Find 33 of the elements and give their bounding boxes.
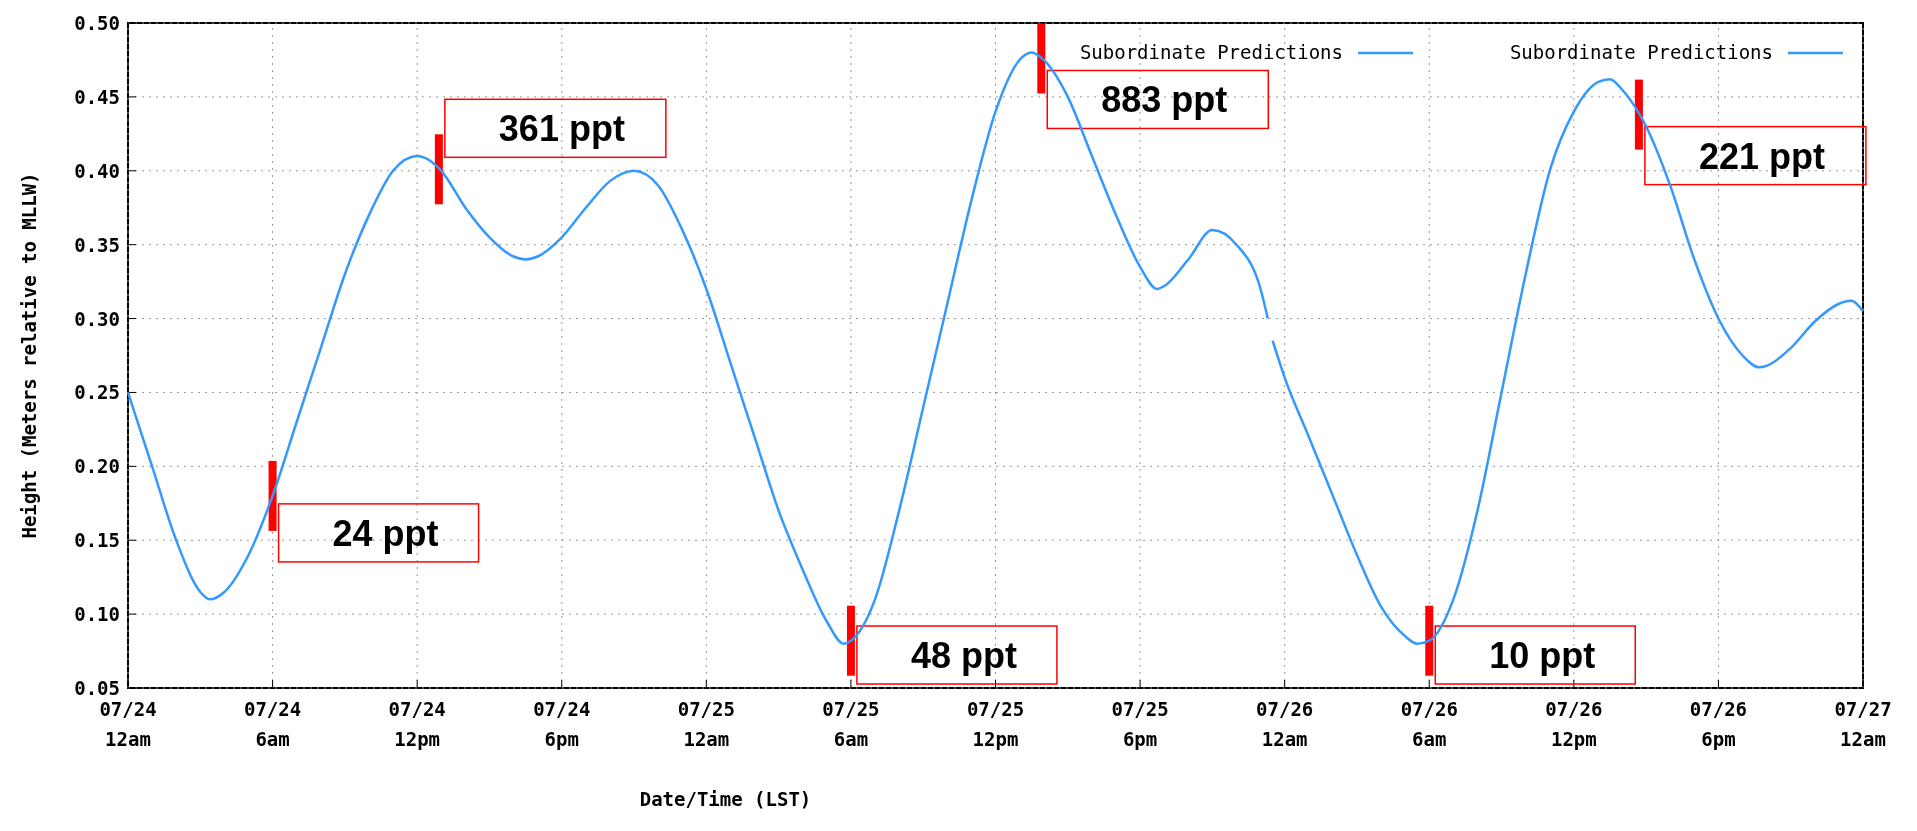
annotation: 10 ppt [1489, 635, 1596, 676]
x-tick-label: 07/25 6pm [1111, 698, 1169, 750]
y-tick-label: 0.05 [74, 677, 120, 699]
annotation: 48 ppt [910, 635, 1017, 676]
x-tick-label: 07/25 6am [822, 698, 880, 750]
x-tick-label: 07/27 12am [1834, 698, 1892, 750]
x-tick-label: 07/26 12pm [1545, 698, 1603, 750]
x-tick-label: 07/24 6am [243, 698, 302, 750]
x-tick-label: 07/26 12am [1256, 698, 1314, 750]
y-tick-label: 0.45 [74, 85, 120, 108]
x-tick-label: 07/25 12am [677, 698, 735, 750]
y-tick-label: 0.30 [74, 307, 120, 330]
y-tick-label: 0.25 [74, 381, 120, 404]
x-axis-title: Date/Time (LST) [639, 788, 812, 810]
y-tick-label: 0.20 [74, 455, 120, 478]
annotation: 361 ppt [498, 108, 625, 150]
y-tick-label: 0.40 [74, 159, 120, 182]
annotation: 883 ppt [1101, 79, 1228, 121]
y-tick-label: 0.10 [74, 603, 120, 626]
x-tick-label: 07/26 6am [1400, 698, 1458, 750]
x-tick-label: 07/24 12pm [388, 698, 446, 750]
y-tick-label: 0.50 [74, 12, 120, 34]
annotation: 24 ppt [332, 512, 439, 554]
y-tick-label: 0.35 [74, 233, 120, 256]
legend-label: Subordinate Predictions [1509, 41, 1773, 63]
x-tick-label: 07/24 6pm [533, 698, 591, 750]
x-tick-label: 07/26 6pm [1689, 698, 1748, 750]
y-tick-label: 0.15 [74, 529, 120, 552]
x-tick-label: 07/25 12pm [966, 698, 1025, 750]
x-tick-label: 07/24 12am [99, 698, 157, 750]
legend-label: Subordinate Predictions [1079, 41, 1343, 63]
annotation: 221 ppt [1698, 135, 1825, 177]
y-axis-title: Height (Meters relative to MLLW) [18, 172, 40, 539]
